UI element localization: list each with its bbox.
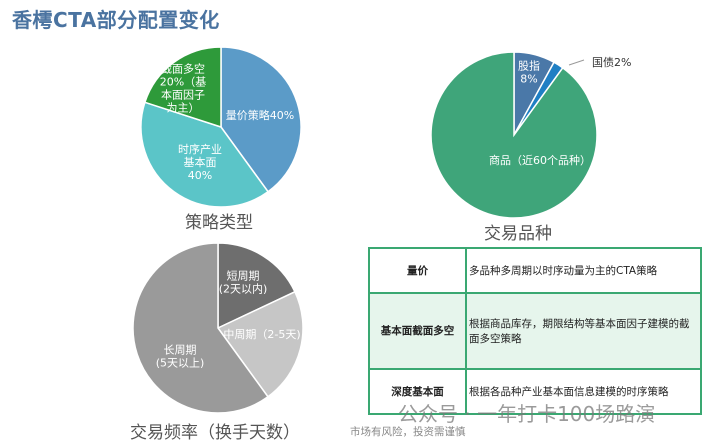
chart-caption-strategy: 策略类型	[185, 213, 253, 233]
row-desc: 根据各品种产业基本面信息建模的时序策略	[465, 368, 702, 415]
slice-label: 短周期(2天以内)	[219, 269, 268, 296]
watermark: 公众号 · 一年打卡100场路演	[398, 402, 656, 426]
slice-label: 时序产业基本面 40%	[178, 142, 222, 182]
pie-slice	[140, 101, 270, 208]
chart-caption-instruments: 交易品种	[484, 224, 552, 244]
page-title: 香樗CTA部分配置变化	[12, 8, 220, 32]
risk-note: 市场有风险，投资需谨慎	[350, 426, 466, 438]
row-desc: 多品种多周期以时序动量为主的CTA策略	[465, 247, 702, 294]
slice-label: 截面多空 20%（基本面因子为主）	[160, 62, 206, 115]
slice-label: 长周期(5天以上)	[156, 344, 205, 370]
row-desc: 根据商品库存，期限结构等基本面因子建模的截面多空策略	[465, 291, 702, 371]
pie-slice	[220, 46, 302, 193]
slice-label: 中周期（2-5天)	[223, 328, 300, 341]
row-key: 量价	[368, 247, 467, 294]
row-key: 深度基本面	[368, 368, 467, 415]
pie-slice	[216, 290, 304, 398]
leader-line	[568, 59, 585, 66]
row-key: 基本面截面多空	[368, 291, 467, 371]
pie-slice	[430, 51, 598, 219]
slice-label: 股指 8%	[518, 59, 540, 86]
pie-slice	[132, 242, 270, 414]
pie-slice	[143, 46, 222, 129]
strategy-table: 量价 多品种多周期以时序动量为主的CTA策略 基本面截面多空 根据商品库存，期限结构…	[368, 247, 702, 415]
slice-label: 量价策略40%	[226, 108, 294, 122]
slice-label: 商品（近60个品种）	[489, 153, 591, 167]
table-row: 量价 多品种多周期以时序动量为主的CTA策略	[368, 247, 702, 294]
pie-slice	[217, 242, 296, 330]
table-row: 深度基本面 根据各品种产业基本面信息建模的时序策略	[368, 368, 702, 415]
chart-caption-frequency: 交易频率（换手天数）	[130, 423, 300, 443]
slice-label: 国债2%	[592, 55, 631, 69]
table-row: 基本面截面多空 根据商品库存，期限结构等基本面因子建模的截面多空策略	[368, 291, 702, 371]
